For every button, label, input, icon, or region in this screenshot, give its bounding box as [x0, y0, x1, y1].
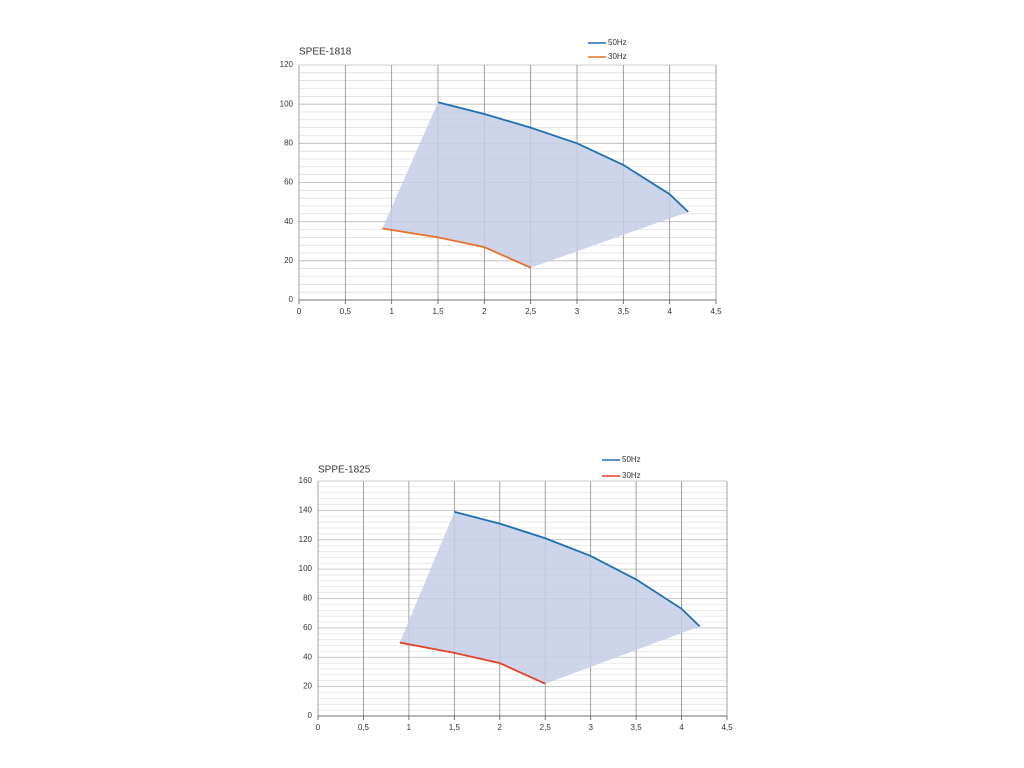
x-tick-label: 0 — [316, 723, 321, 732]
x-tick-label: 0,5 — [340, 307, 352, 316]
series-line — [454, 510, 701, 628]
y-tick-label: 60 — [303, 623, 312, 632]
legend-label: 30Hz — [608, 52, 627, 61]
y-tick-label: 40 — [284, 217, 293, 226]
x-tick-label: 2 — [498, 723, 503, 732]
x-tick-label: 2,5 — [525, 307, 537, 316]
chart-title: SPEE-1818 — [299, 47, 352, 58]
y-tick-label: 80 — [284, 138, 293, 147]
x-tick-label: 4 — [679, 723, 684, 732]
y-tick-label: 120 — [280, 60, 294, 69]
operating-envelope — [382, 102, 689, 268]
x-tick-label: 4 — [667, 307, 672, 316]
x-tick-label: 1,5 — [432, 307, 444, 316]
y-tick-label: 20 — [303, 682, 312, 691]
y-tick-label: 20 — [284, 256, 293, 265]
x-tick-label: 1,5 — [449, 723, 461, 732]
x-tick-label: 3,5 — [618, 307, 630, 316]
series-line — [382, 227, 532, 269]
x-tick-label: 2,5 — [540, 723, 552, 732]
legend-label: 30Hz — [622, 471, 641, 480]
y-tick-label: 60 — [284, 178, 293, 187]
x-tick-label: 4,5 — [710, 307, 722, 316]
y-tick-label: 80 — [303, 594, 312, 603]
x-tick-label: 3,5 — [631, 723, 643, 732]
y-tick-label: 0 — [308, 711, 313, 720]
y-tick-label: 120 — [299, 535, 313, 544]
y-tick-label: 40 — [303, 652, 312, 661]
x-tick-label: 0,5 — [358, 723, 370, 732]
series-line — [437, 101, 689, 213]
y-tick-label: 0 — [289, 295, 294, 304]
chart-title: SPPE-1825 — [318, 465, 371, 476]
x-tick-label: 1 — [407, 723, 412, 732]
x-tick-label: 1 — [389, 307, 394, 316]
x-tick-label: 4,5 — [721, 723, 733, 732]
x-tick-label: 0 — [297, 307, 302, 316]
legend-label: 50Hz — [622, 455, 641, 464]
y-tick-label: 140 — [299, 505, 313, 514]
y-tick-label: 160 — [299, 476, 313, 485]
operating-envelope — [399, 511, 700, 684]
series-line — [399, 641, 546, 685]
y-tick-label: 100 — [280, 99, 294, 108]
x-tick-label: 2 — [482, 307, 487, 316]
x-tick-label: 3 — [575, 307, 580, 316]
x-tick-label: 3 — [588, 723, 593, 732]
legend-label: 50Hz — [608, 38, 627, 47]
y-tick-label: 100 — [299, 564, 313, 573]
